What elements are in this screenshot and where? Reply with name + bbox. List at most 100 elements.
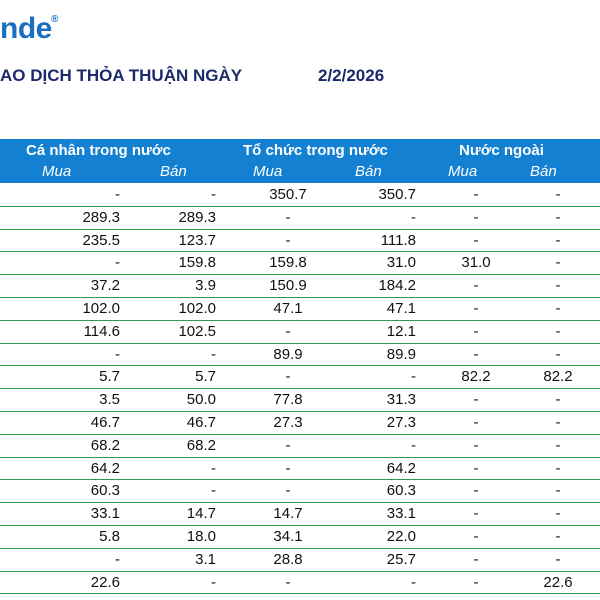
cell-institution-buy: - — [285, 322, 291, 340]
cell-individual-buy: 64.2 — [90, 459, 120, 477]
cell-individual-sell: 14.7 — [186, 505, 216, 523]
cell-foreign-sell: - — [555, 231, 561, 249]
cell-institution-sell: 350.7 — [378, 186, 416, 203]
cell-foreign-sell: - — [555, 299, 561, 317]
table-header: Cá nhân trong nước Tổ chức trong nước Nư… — [0, 139, 600, 183]
group-institution-domestic: Tổ chức trong nước — [243, 142, 388, 159]
table-row: 37.2 3.9 150.9 184.2 - - — [0, 275, 600, 298]
cell-individual-sell: 102.5 — [178, 322, 216, 340]
cell-individual-buy: 5.7 — [99, 368, 120, 386]
cell-institution-buy: 350.7 — [269, 186, 307, 203]
cell-foreign-sell: - — [555, 505, 561, 523]
cell-institution-sell: 27.3 — [386, 413, 416, 431]
cell-institution-buy: - — [285, 231, 291, 249]
cell-foreign-sell: - — [555, 482, 561, 500]
cell-individual-sell: - — [211, 345, 216, 363]
cell-institution-sell: 22.0 — [386, 527, 416, 545]
cell-institution-sell: 31.0 — [386, 254, 416, 272]
subheader-buy: Mua — [42, 163, 72, 180]
table-row: - - 350.7 350.7 - - — [0, 184, 600, 207]
cell-foreign-sell: - — [555, 277, 561, 295]
cell-individual-sell: - — [211, 459, 216, 477]
cell-individual-buy: 37.2 — [90, 277, 120, 295]
cell-institution-buy: 150.9 — [269, 277, 307, 295]
cell-individual-buy: 289.3 — [82, 208, 120, 226]
cell-foreign-buy: - — [473, 505, 479, 523]
cell-individual-sell: 3.9 — [195, 277, 216, 295]
table-row: 33.1 14.7 14.7 33.1 - - — [0, 503, 600, 526]
cell-individual-sell: 102.0 — [178, 299, 216, 317]
cell-institution-buy: - — [285, 482, 291, 500]
cell-individual-buy: 102.0 — [82, 299, 120, 317]
cell-foreign-buy: 82.2 — [461, 368, 491, 386]
cell-institution-sell: 47.1 — [386, 299, 416, 317]
subheader-sell: Bán — [355, 163, 382, 180]
cell-foreign-buy: - — [473, 322, 479, 340]
cell-institution-sell: - — [411, 208, 416, 226]
cell-foreign-buy: - — [473, 208, 479, 226]
cell-foreign-buy: - — [473, 391, 479, 409]
table-row: 5.7 5.7 - - 82.2 82.2 — [0, 366, 600, 390]
cell-individual-sell: 159.8 — [178, 254, 216, 272]
cell-individual-sell: 18.0 — [186, 527, 216, 545]
subheader-buy: Mua — [253, 163, 283, 180]
table-row: 114.6 102.5 - 12.1 - - — [0, 321, 600, 344]
cell-institution-buy: - — [285, 368, 291, 386]
cell-foreign-sell: - — [555, 413, 561, 431]
table-row: 5.8 18.0 34.1 22.0 - - — [0, 526, 600, 549]
cell-individual-buy: 60.3 — [90, 482, 120, 500]
cell-institution-sell: 89.9 — [386, 345, 416, 363]
cell-foreign-sell: - — [555, 254, 561, 272]
cell-institution-buy: 77.8 — [273, 391, 303, 409]
cell-foreign-sell: - — [555, 322, 561, 340]
cell-institution-buy: - — [285, 459, 291, 477]
cell-individual-sell: 5.7 — [195, 368, 216, 386]
cell-foreign-buy: - — [473, 413, 479, 431]
cell-foreign-sell: 22.6 — [543, 573, 573, 591]
table-row: 3.5 50.0 77.8 31.3 - - — [0, 389, 600, 412]
cell-foreign-buy: - — [473, 277, 479, 295]
cell-foreign-buy: - — [473, 527, 479, 545]
table-row: 235.5 123.7 - 111.8 - - — [0, 230, 600, 253]
table-row: 60.3 - - 60.3 - - — [0, 480, 600, 504]
subheader-sell: Bán — [530, 163, 557, 180]
cell-foreign-sell: - — [555, 459, 561, 477]
cell-institution-buy: - — [285, 208, 291, 226]
cell-foreign-buy: - — [473, 482, 479, 500]
table-body: - -350.7 350.7- -289.3 289.3- - - -235.5 123.7-1… — [0, 184, 600, 595]
cell-institution-sell: - — [411, 573, 416, 591]
table-row: - - 89.9 89.9 - - — [0, 344, 600, 367]
cell-individual-sell: 68.2 — [186, 436, 216, 454]
cell-foreign-buy: 31.0 — [461, 254, 491, 272]
group-individual-domestic: Cá nhân trong nước — [26, 142, 171, 159]
cell-institution-buy: 28.8 — [273, 550, 303, 568]
cell-individual-buy: - — [115, 345, 120, 363]
table-row: 102.0 102.0 47.1 47.1 - - — [0, 298, 600, 321]
table-row: 68.2 68.2 - - - - — [0, 435, 600, 458]
cell-individual-sell: 46.7 — [186, 413, 216, 431]
cell-individual-buy: 114.6 — [83, 322, 120, 340]
cell-individual-sell: 50.0 — [186, 391, 216, 409]
cell-foreign-sell: - — [555, 391, 561, 409]
cell-foreign-buy: - — [473, 186, 479, 203]
cell-institution-buy: 14.7 — [273, 505, 303, 523]
cell-foreign-sell: - — [555, 436, 561, 454]
cell-foreign-buy: - — [473, 299, 479, 317]
cell-individual-sell: 123.7 — [178, 231, 216, 249]
cell-institution-sell: 31.3 — [386, 391, 416, 409]
table-row: 22.6 - - - - 22.6 — [0, 572, 600, 595]
cell-institution-sell: - — [411, 368, 416, 386]
table-row: - 3.1 28.8 25.7 - - — [0, 549, 600, 572]
cell-individual-buy: 3.5 — [99, 391, 120, 409]
registered-mark: ® — [51, 14, 59, 25]
cell-foreign-sell: - — [555, 208, 561, 226]
cell-institution-buy: 89.9 — [273, 345, 303, 363]
cell-individual-buy: - — [115, 186, 120, 203]
subheader-sell: Bán — [160, 163, 187, 180]
table-row: - 159.8 159.8 31.0 31.0 - — [0, 252, 600, 276]
cell-foreign-sell: - — [555, 527, 561, 545]
cell-foreign-buy: - — [473, 550, 479, 568]
cell-individual-buy: 5.8 — [99, 527, 120, 545]
cell-institution-buy: - — [285, 436, 291, 454]
cell-individual-buy: - — [115, 550, 120, 568]
